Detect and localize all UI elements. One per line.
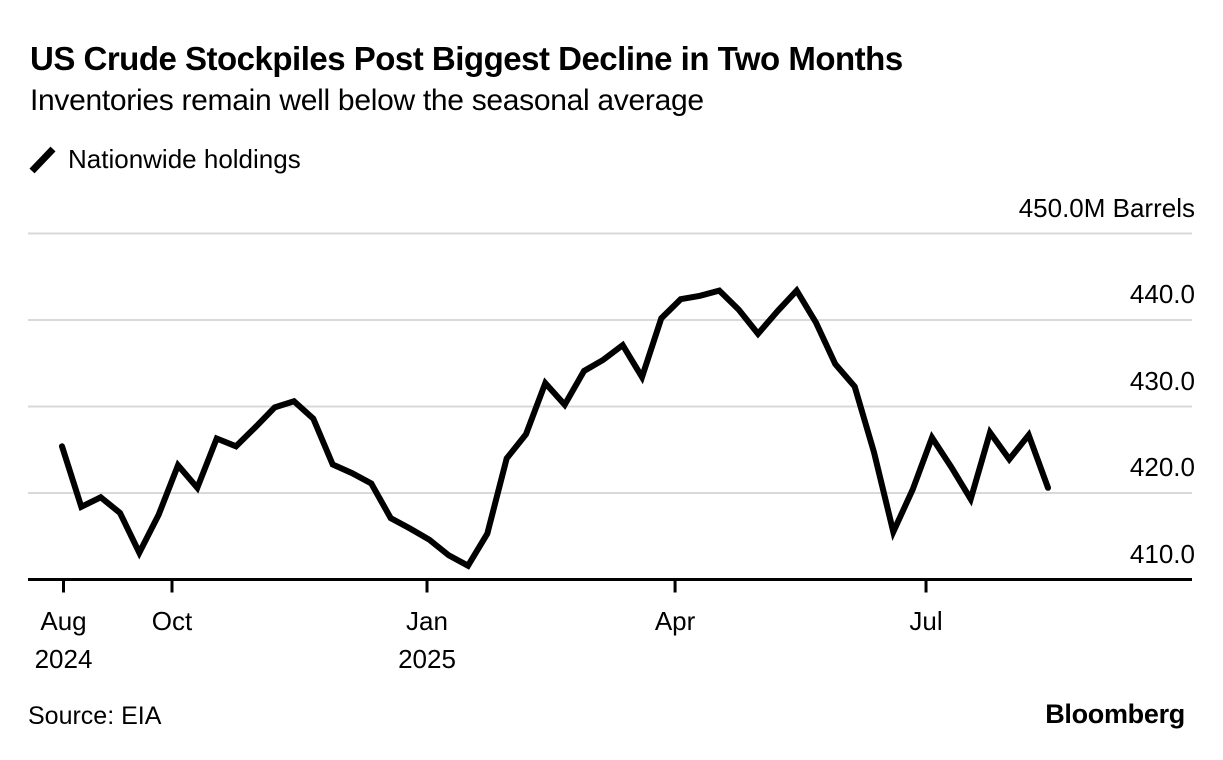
x-tick-year-2025: 2025 [398,644,456,674]
x-tick-label-aug: Aug 2024 [35,602,93,678]
series-nationwide-holdings [59,285,1051,570]
x-tick-label-jul: Jul [909,606,943,636]
y-tick-label-450: 450.0M Barrels [1018,192,1195,223]
x-tick-label-oct: Oct [151,606,193,636]
x-tick-label-jan: Jan 2025 [398,602,456,678]
legend: Nationwide holdings [28,144,301,175]
bloomberg-logo: Bloomberg [1045,699,1185,729]
source-note: Source: EIA [28,702,162,730]
x-tick-label-apr: Apr [654,606,696,636]
page-subtitle: Inventories remain well below the season… [30,84,704,117]
legend-label: Nationwide holdings [68,144,301,174]
y-tick-label-440: 440.0 [1129,279,1195,309]
x-tick-year-2024: 2024 [34,644,93,674]
page-title: US Crude Stockpiles Post Biggest Decline… [30,40,903,77]
y-tick-label-430: 430.0 [1129,365,1195,396]
y-tick-label-420: 420.0 [1129,452,1195,482]
legend-line-slash-icon [29,146,56,173]
y-tick-label-410: 410.0 [1129,538,1195,569]
